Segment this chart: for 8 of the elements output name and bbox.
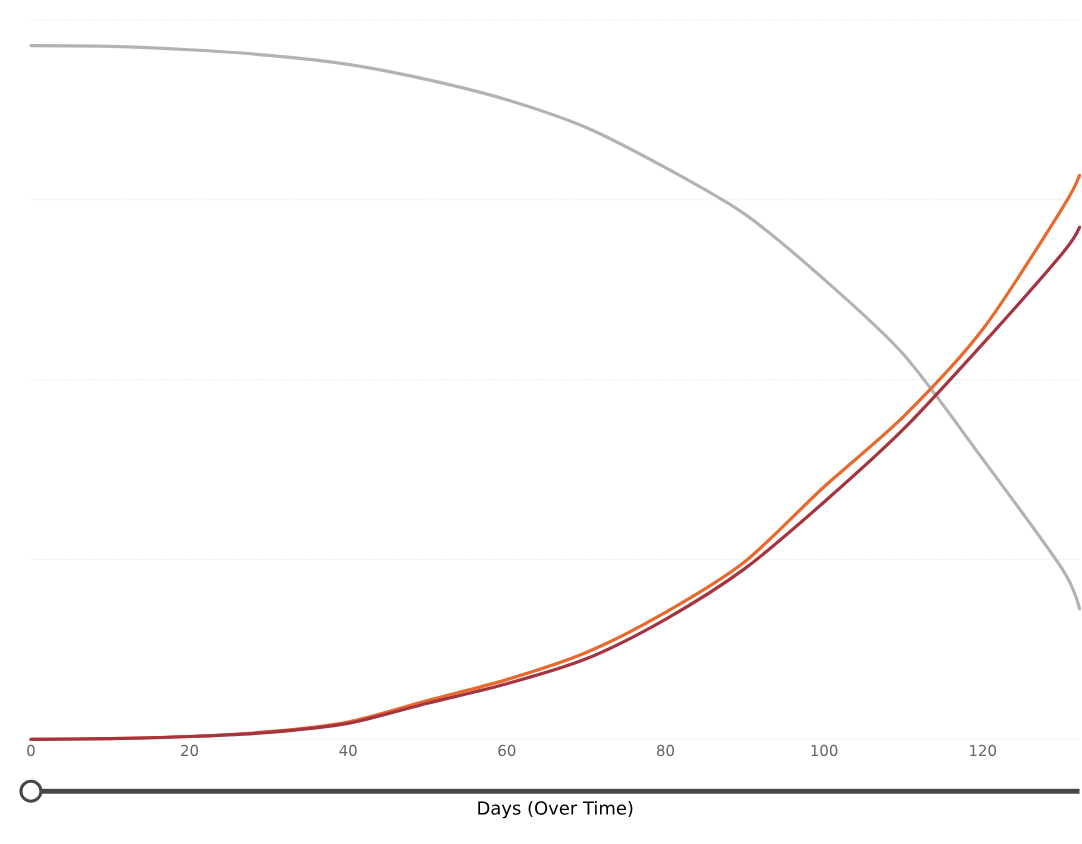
x-tick-label: 20 [181, 744, 199, 757]
x-tick-label: 80 [656, 744, 674, 757]
x-tick-label: 0 [27, 744, 35, 757]
x-tick-label: 100 [811, 744, 838, 757]
x-axis-title: Days (Over Time) [478, 800, 633, 819]
x-tick-label: 40 [339, 744, 357, 757]
x-tick-label: 120 [970, 744, 997, 757]
x-tick-label: 60 [498, 744, 516, 757]
